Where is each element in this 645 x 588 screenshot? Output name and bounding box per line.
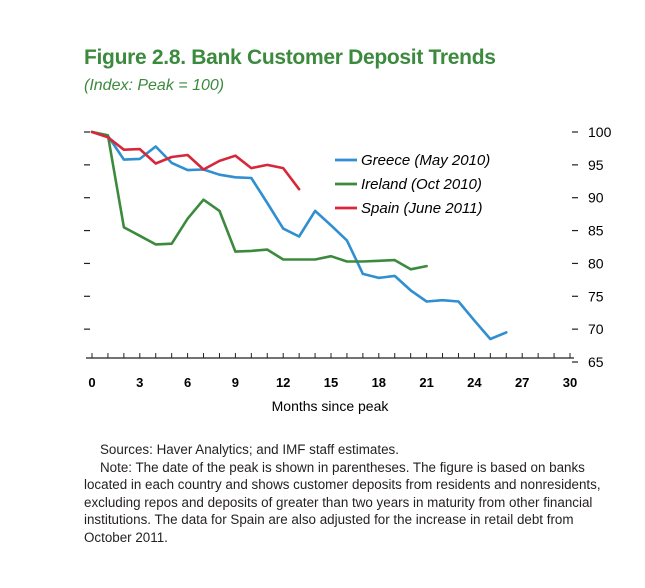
line-chart: 65 70 75 80 85 90 95 100 0 3 6 9 12 15 18 21 24 27 30 Mon… xyxy=(84,124,612,414)
y-tick-label: 65 xyxy=(588,354,604,370)
y-tick-label: 100 xyxy=(588,124,612,140)
x-tick-label: 0 xyxy=(88,375,95,390)
left-y-ticks xyxy=(84,131,90,330)
x-axis-label: Months since peak xyxy=(272,398,390,414)
y-tick-label: 95 xyxy=(588,157,604,173)
y-tick-label: 80 xyxy=(588,255,604,271)
x-tick-label: 30 xyxy=(563,375,577,390)
x-tick-label: 24 xyxy=(467,375,482,390)
chart-title: Figure 2.8. Bank Customer Deposit Trends xyxy=(84,46,496,69)
series-line-ireland xyxy=(90,130,428,271)
legend-label: Ireland (Oct 2010) xyxy=(361,176,482,193)
x-tick-label: 18 xyxy=(372,375,386,390)
legend-label: Greece (May 2010) xyxy=(361,152,490,169)
explanatory-note: Note: The date of the peak is shown in p… xyxy=(84,459,601,545)
notes-section: Sources: Haver Analytics; and IMF staff … xyxy=(84,441,604,547)
x-tick-label: 27 xyxy=(515,375,529,390)
y-tick-label: 70 xyxy=(588,321,604,337)
x-tick-label: 3 xyxy=(136,375,143,390)
series-line-spain xyxy=(90,130,301,191)
chart-subtitle: (Index: Peak = 100) xyxy=(84,77,225,94)
series-line-greece xyxy=(90,130,508,341)
series-layer xyxy=(90,130,508,341)
x-tick-label: 6 xyxy=(184,375,191,390)
sources-note: Sources: Haver Analytics; and IMF staff … xyxy=(100,442,399,457)
x-axis: 0 3 6 9 12 15 18 21 24 27 30 xyxy=(86,353,577,390)
x-tick-label: 15 xyxy=(324,375,338,390)
legend-label: Spain (June 2011) xyxy=(361,200,482,217)
right-y-ticks: 65 70 75 80 85 90 95 100 xyxy=(572,124,612,370)
legend: Greece (May 2010) Ireland (Oct 2010) Spain… xyxy=(335,152,490,217)
y-tick-label: 85 xyxy=(588,223,604,239)
x-tick-label: 12 xyxy=(276,375,290,390)
x-tick-label: 9 xyxy=(232,375,239,390)
y-tick-label: 75 xyxy=(588,288,604,304)
x-tick-label: 21 xyxy=(419,375,433,390)
y-tick-label: 90 xyxy=(588,190,604,206)
